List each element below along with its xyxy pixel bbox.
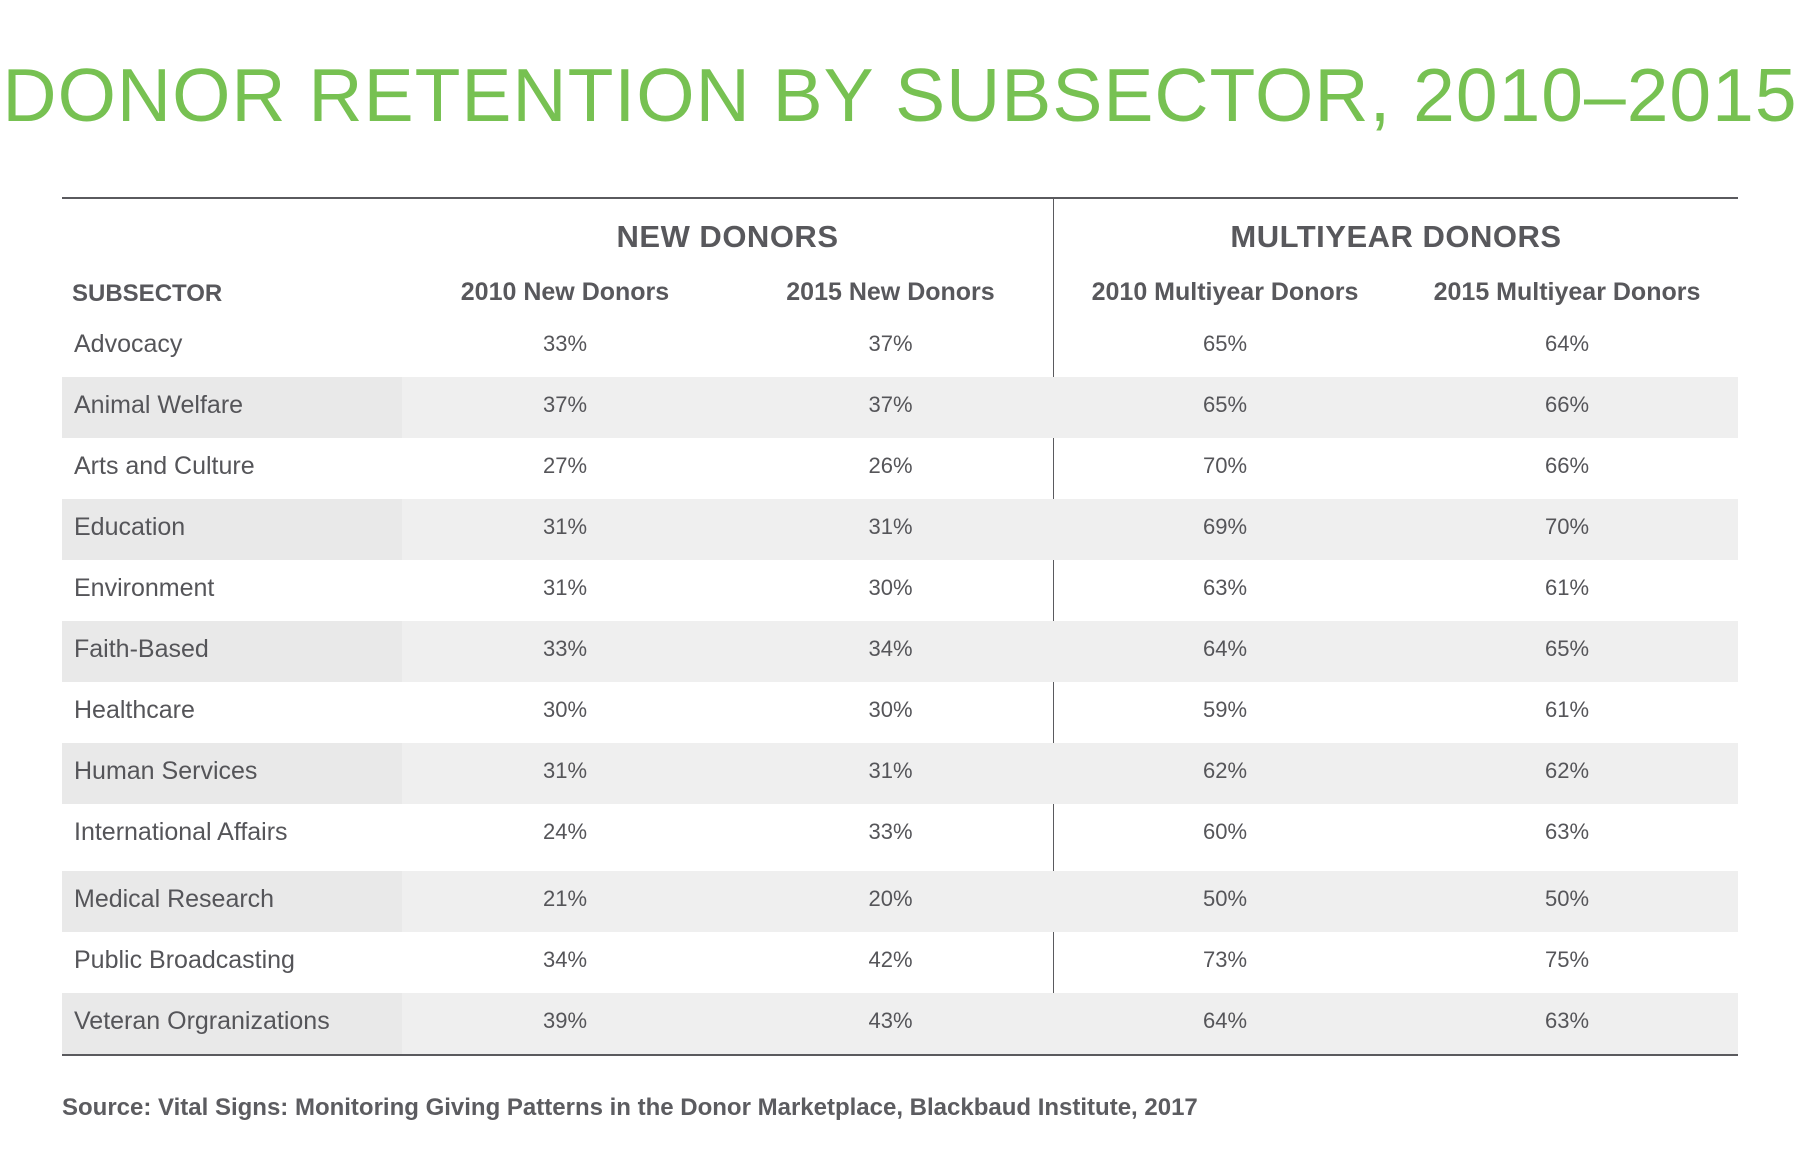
table-row: Environment 31% 30% 63% 61% [62, 560, 1738, 621]
table-row: Veteran Orgranizations 39% 43% 64% 63% [62, 993, 1738, 1054]
cell-2010-multiyear: 69% [1202, 514, 1248, 539]
cell-2010-multiyear: 64% [1202, 636, 1248, 661]
table-row: Arts and Culture 27% 26% 70% 66% [62, 438, 1738, 499]
cell-2010-new: 31% [542, 575, 588, 600]
row-label-subsector: Faith-Based [62, 621, 402, 682]
cell-2010-new: 31% [542, 514, 588, 539]
cell-2015-new: 37% [868, 331, 913, 356]
cell-2010-new: 37% [542, 392, 588, 417]
cell-2010-new: 34% [542, 947, 588, 972]
cell-2010-new: 24% [542, 819, 588, 844]
table-body: Advocacy 33% 37% 65% 64% Animal Welfare 37% 37%… [62, 316, 1738, 1054]
table-row: Education 31% 31% 69% 70% [62, 499, 1738, 560]
cell-2010-multiyear: 70% [1202, 453, 1248, 478]
cell-2010-new: 21% [542, 886, 588, 911]
row-label-subsector: Advocacy [74, 330, 183, 358]
row-label-subsector: Arts and Culture [74, 452, 255, 480]
cell-2010-new: 33% [542, 636, 588, 661]
cell-2010-multiyear: 62% [1202, 758, 1248, 783]
table-bottom-rule [62, 1054, 1738, 1056]
cell-2010-multiyear: 65% [1202, 331, 1248, 356]
table-row: Medical Research 21% 20% 50% 50% [62, 871, 1738, 932]
row-label-subsector: Environment [74, 574, 215, 602]
row-label-subsector: International Affairs [74, 818, 288, 846]
group-header-new-donors: NEW DONORS [616, 219, 839, 254]
cell-2010-multiyear: 50% [1202, 886, 1248, 911]
cell-2010-multiyear: 63% [1202, 575, 1248, 600]
table-row: International Affairs 24% 33% 60% 63% [62, 804, 1738, 865]
page-title: DONOR RETENTION BY SUBSECTOR, 2010–2015 [2, 53, 1798, 137]
cell-2010-multiyear: 59% [1202, 697, 1248, 722]
cell-2015-new: 42% [868, 947, 913, 972]
cell-2015-multiyear: 50% [1544, 886, 1590, 911]
cell-2010-new: 30% [542, 697, 588, 722]
cell-2010-new: 39% [542, 1008, 588, 1033]
cell-2010-multiyear: 73% [1202, 947, 1248, 972]
cell-2015-new: 33% [868, 819, 913, 844]
row-label-subsector: Animal Welfare [62, 377, 402, 438]
column-header-subsector: SUBSECTOR [72, 280, 223, 307]
cell-2015-new: 30% [868, 697, 913, 722]
cell-2015-multiyear: 63% [1544, 819, 1590, 844]
cell-2015-new: 30% [868, 575, 913, 600]
cell-2010-new: 27% [542, 453, 588, 478]
row-label-subsector: Public Broadcasting [74, 946, 295, 974]
cell-2010-multiyear: 60% [1202, 819, 1248, 844]
table-row: Advocacy 33% 37% 65% 64% [62, 316, 1738, 377]
column-header-2015-multiyear: 2015 Multiyear Donors [1433, 278, 1701, 306]
cell-2015-new: 43% [868, 1008, 913, 1033]
cell-2015-multiyear: 63% [1544, 1008, 1590, 1033]
table-row: Faith-Based 33% 34% 64% 65% [62, 621, 1738, 682]
column-header-2015-new: 2015 New Donors [786, 278, 995, 306]
row-label-subsector: Medical Research [62, 871, 402, 932]
cell-2015-multiyear: 66% [1544, 453, 1590, 478]
cell-2015-new: 26% [868, 453, 913, 478]
table-row: Healthcare 30% 30% 59% 61% [62, 682, 1738, 743]
table-row: Animal Welfare 37% 37% 65% 66% [62, 377, 1738, 438]
table-row: Human Services 31% 31% 62% 62% [62, 743, 1738, 804]
table-row: Public Broadcasting 34% 42% 73% 75% [62, 932, 1738, 993]
cell-2015-multiyear: 64% [1544, 331, 1590, 356]
cell-2015-multiyear: 61% [1544, 697, 1590, 722]
row-label-subsector: Human Services [62, 743, 402, 804]
cell-2010-new: 31% [542, 758, 588, 783]
cell-2015-multiyear: 65% [1544, 636, 1590, 661]
cell-2015-multiyear: 75% [1544, 947, 1590, 972]
cell-2015-multiyear: 62% [1544, 758, 1590, 783]
cell-2015-multiyear: 61% [1544, 575, 1590, 600]
row-label-subsector: Healthcare [74, 696, 195, 724]
cell-2010-multiyear: 64% [1202, 1008, 1248, 1033]
cell-2015-new: 37% [868, 392, 913, 417]
column-header-2010-new: 2010 New Donors [460, 278, 670, 306]
cell-2010-multiyear: 65% [1202, 392, 1248, 417]
column-header-2010-multiyear: 2010 Multiyear Donors [1091, 278, 1359, 306]
source-note: Source: Vital Signs: Monitoring Giving P… [62, 1094, 1198, 1121]
row-label-subsector: Education [62, 499, 402, 560]
row-label-subsector: Veteran Orgranizations [62, 993, 402, 1054]
retention-table: NEW DONORS MULTIYEAR DONORS SUBSECTOR 20… [62, 197, 1738, 1056]
cell-2015-new: 34% [868, 636, 913, 661]
cell-2010-new: 33% [542, 331, 588, 356]
cell-2015-multiyear: 66% [1544, 392, 1590, 417]
group-header-multiyear-donors: MULTIYEAR DONORS [1230, 219, 1562, 254]
cell-2015-new: 31% [868, 514, 913, 539]
cell-2015-multiyear: 70% [1544, 514, 1590, 539]
table-top-rule [62, 197, 1738, 199]
cell-2015-new: 20% [868, 886, 913, 911]
cell-2015-new: 31% [868, 758, 913, 783]
